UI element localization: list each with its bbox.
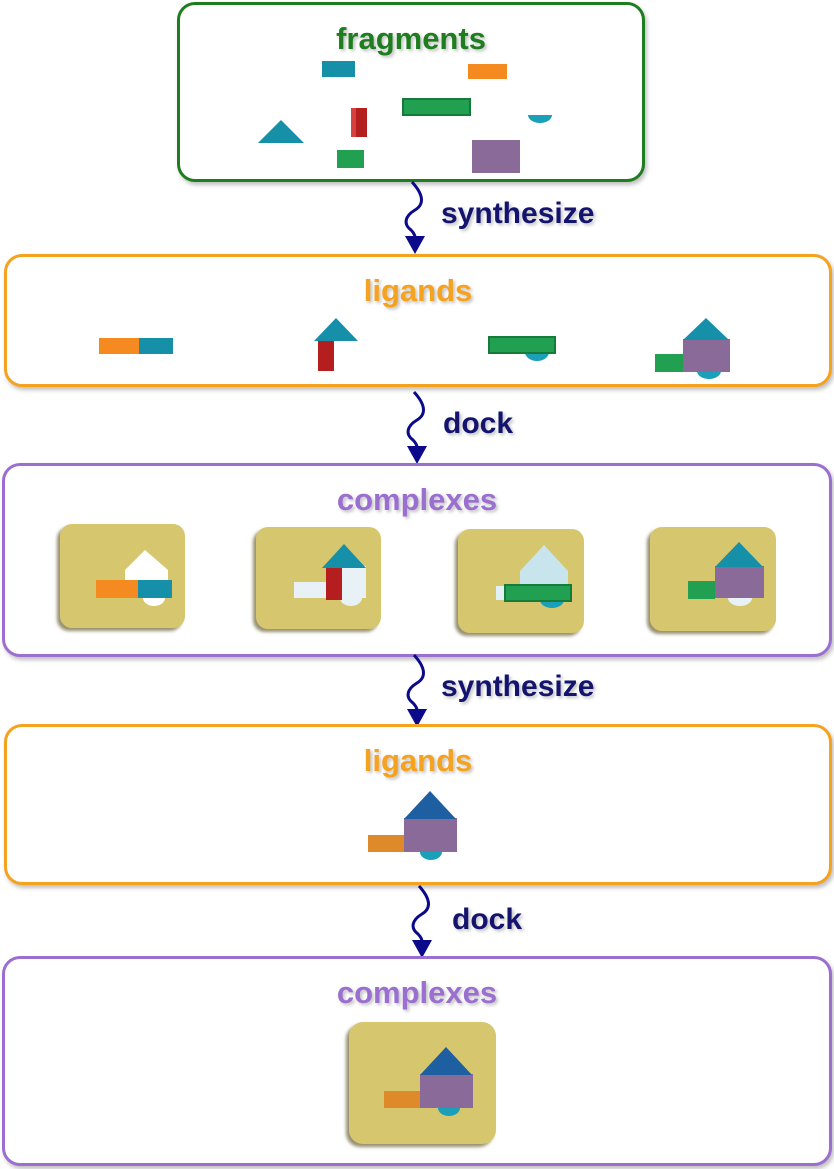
fragments-shapes [258, 61, 552, 173]
arrow-dock-2 [411, 884, 432, 958]
step-label-synthesize: synthesize [441, 197, 595, 230]
cyan-semicircle-fragment [528, 115, 552, 123]
complex-2 [256, 527, 381, 629]
step-label-dock: dock [452, 903, 523, 936]
stage-title: complexes [336, 482, 498, 517]
stage-title: ligands [363, 743, 473, 778]
complexes-shapes [60, 524, 776, 633]
final-complex [349, 1022, 496, 1144]
complex-4 [650, 527, 776, 631]
complex-final-shapes [349, 1022, 496, 1144]
step-label-synthesize: synthesize [441, 670, 595, 703]
stage-title: ligands [363, 273, 473, 308]
arrow-dock-1 [406, 390, 427, 464]
fragments-box: fragments [177, 2, 645, 182]
green-bar-fragment [402, 98, 471, 116]
ligand-3 [488, 336, 556, 361]
ligand-1 [99, 338, 173, 354]
ligand-2 [314, 318, 358, 371]
teal-fragment [322, 61, 355, 77]
green-fragment [337, 150, 364, 168]
arrow-synthesize-2 [406, 653, 427, 727]
ligand-final-shapes [368, 791, 457, 860]
teal-triangle-fragment [258, 120, 304, 143]
orange-fragment [468, 64, 507, 79]
complex-3 [458, 529, 584, 633]
complex-1 [60, 524, 185, 628]
step-label-dock: dock [443, 407, 514, 440]
arrow-synthesize-1 [404, 180, 425, 254]
purple-fragment [472, 140, 520, 173]
final-ligand [368, 791, 457, 860]
stage-title: fragments [336, 21, 486, 56]
ligands-shapes [99, 318, 730, 379]
ligand-4 [655, 318, 730, 379]
stage-title: complexes [336, 975, 498, 1010]
